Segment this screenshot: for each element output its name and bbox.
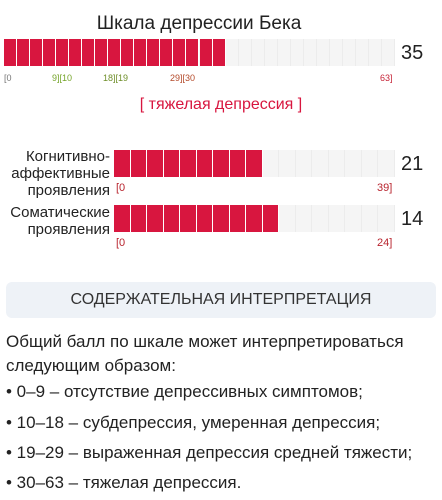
total-score-tick: 63]	[380, 73, 393, 83]
bar-segment-filled	[163, 205, 181, 232]
bar-segment-filled	[4, 39, 18, 66]
bar-segment-empty	[329, 205, 346, 232]
subscale-label-line: Когнитивно-	[25, 148, 110, 165]
total-score-tick: 18][19	[103, 73, 129, 83]
bar-segment-empty	[345, 150, 362, 177]
bar-segment-empty	[362, 205, 379, 232]
subscale-cognitive-bar	[114, 150, 395, 177]
bar-segment-filled	[262, 205, 280, 232]
bar-segment-filled	[147, 150, 164, 177]
severity-label: [ тяжелая депрессия ]	[139, 96, 303, 113]
bar-segment-filled	[147, 39, 161, 66]
subscale-label-line: Соматические	[10, 204, 110, 221]
interpretation-item: • 0–9 – отсутствие депрессивных симптомо…	[6, 382, 363, 401]
bar-segment-empty	[369, 39, 382, 66]
bar-segment-filled	[199, 39, 213, 66]
total-score-tick: [0	[4, 73, 12, 83]
bar-segment-filled	[186, 39, 200, 66]
bar-segment-filled	[180, 150, 197, 177]
bar-segment-empty	[291, 39, 304, 66]
subscale-label-line: проявления	[27, 221, 110, 238]
subscale-somatic-bar	[114, 205, 395, 232]
bar-segment-empty	[312, 150, 329, 177]
bar-segment-empty	[345, 205, 362, 232]
bar-segment-filled	[213, 205, 230, 232]
bar-segment-filled	[213, 150, 230, 177]
bar-segment-empty	[226, 39, 239, 66]
bar-segment-filled	[130, 150, 148, 177]
bar-segment-empty	[378, 205, 395, 232]
subscale-label-line: проявления	[27, 182, 110, 199]
subscale-cognitive-max: 39]	[377, 182, 393, 194]
total-score-bar	[4, 39, 395, 66]
bar-segment-filled	[173, 39, 187, 66]
subscale-somatic-score: 14	[401, 208, 424, 230]
bar-segment-empty	[329, 150, 346, 177]
bar-segment-empty	[304, 39, 317, 66]
subscale-somatic-max: 24]	[377, 237, 393, 249]
bar-segment-filled	[82, 39, 96, 66]
bar-segment-filled	[108, 39, 122, 66]
total-score-tick: 29][30	[170, 73, 196, 83]
bar-segment-filled	[246, 205, 263, 232]
bar-segment-filled	[43, 39, 57, 66]
bar-segment-filled	[114, 205, 131, 232]
bar-segment-filled	[163, 150, 181, 177]
bar-segment-empty	[239, 39, 252, 66]
subscale-cognitive-label: Когнитивно-аффективные проявления	[11, 148, 110, 199]
bar-segment-empty	[382, 39, 395, 66]
subscale-label-line: аффективные	[11, 165, 110, 182]
scale-title: Шкала депрессии Бека	[96, 13, 302, 34]
bar-segment-filled	[196, 150, 214, 177]
bar-segment-empty	[279, 150, 296, 177]
interpretation-item: • 30–63 – тяжелая депрессия.	[6, 473, 242, 492]
bar-segment-filled	[17, 39, 31, 66]
bar-segment-filled	[160, 39, 174, 66]
bar-segment-empty	[278, 39, 291, 66]
bar-segment-empty	[362, 150, 379, 177]
interpretation-header: СОДЕРЖАТЕЛЬНАЯ ИНТЕРПРЕТАЦИЯ	[6, 282, 436, 318]
bar-segment-filled	[130, 205, 148, 232]
bar-segment-filled	[246, 150, 263, 177]
interpretation-intro: Общий балл по шкале может интерпретирова…	[6, 332, 404, 375]
subscale-somatic-label: Соматические проявления	[10, 204, 110, 238]
bar-segment-filled	[229, 205, 247, 232]
total-score-tick: 9][10	[52, 73, 73, 83]
bar-segment-empty	[378, 150, 395, 177]
subscale-somatic-min: [0	[116, 237, 126, 249]
bar-segment-empty	[356, 39, 369, 66]
bar-segment-filled	[229, 150, 247, 177]
bar-segment-filled	[134, 39, 148, 66]
bar-segment-empty	[330, 39, 343, 66]
subscale-cognitive-score: 21	[401, 153, 424, 175]
interpretation-item: • 19–29 – выраженная депрессия средней т…	[6, 443, 413, 462]
bar-segment-empty	[343, 39, 356, 66]
bar-segment-empty	[263, 150, 280, 177]
bar-segment-empty	[317, 39, 330, 66]
bar-segment-filled	[114, 150, 131, 177]
bar-segment-empty	[265, 39, 278, 66]
bar-segment-empty	[312, 205, 329, 232]
bar-segment-filled	[121, 39, 135, 66]
bar-segment-empty	[279, 205, 296, 232]
bar-segment-filled	[212, 39, 226, 66]
bar-segment-empty	[296, 150, 313, 177]
bar-segment-empty	[296, 205, 313, 232]
bar-segment-empty	[252, 39, 265, 66]
bar-segment-filled	[56, 39, 70, 66]
total-score-value: 35	[401, 42, 424, 64]
bar-segment-filled	[95, 39, 109, 66]
bar-segment-filled	[196, 205, 214, 232]
total-score-ticks: [0 9][10 18][19 29][30 63]	[4, 73, 395, 85]
bar-segment-filled	[147, 205, 164, 232]
bar-segment-filled	[30, 39, 44, 66]
subscale-cognitive-min: [0	[116, 182, 126, 194]
bar-segment-filled	[69, 39, 83, 66]
bar-segment-filled	[180, 205, 197, 232]
interpretation-item: • 10–18 – субдепрессия, умеренная депрес…	[6, 413, 381, 432]
